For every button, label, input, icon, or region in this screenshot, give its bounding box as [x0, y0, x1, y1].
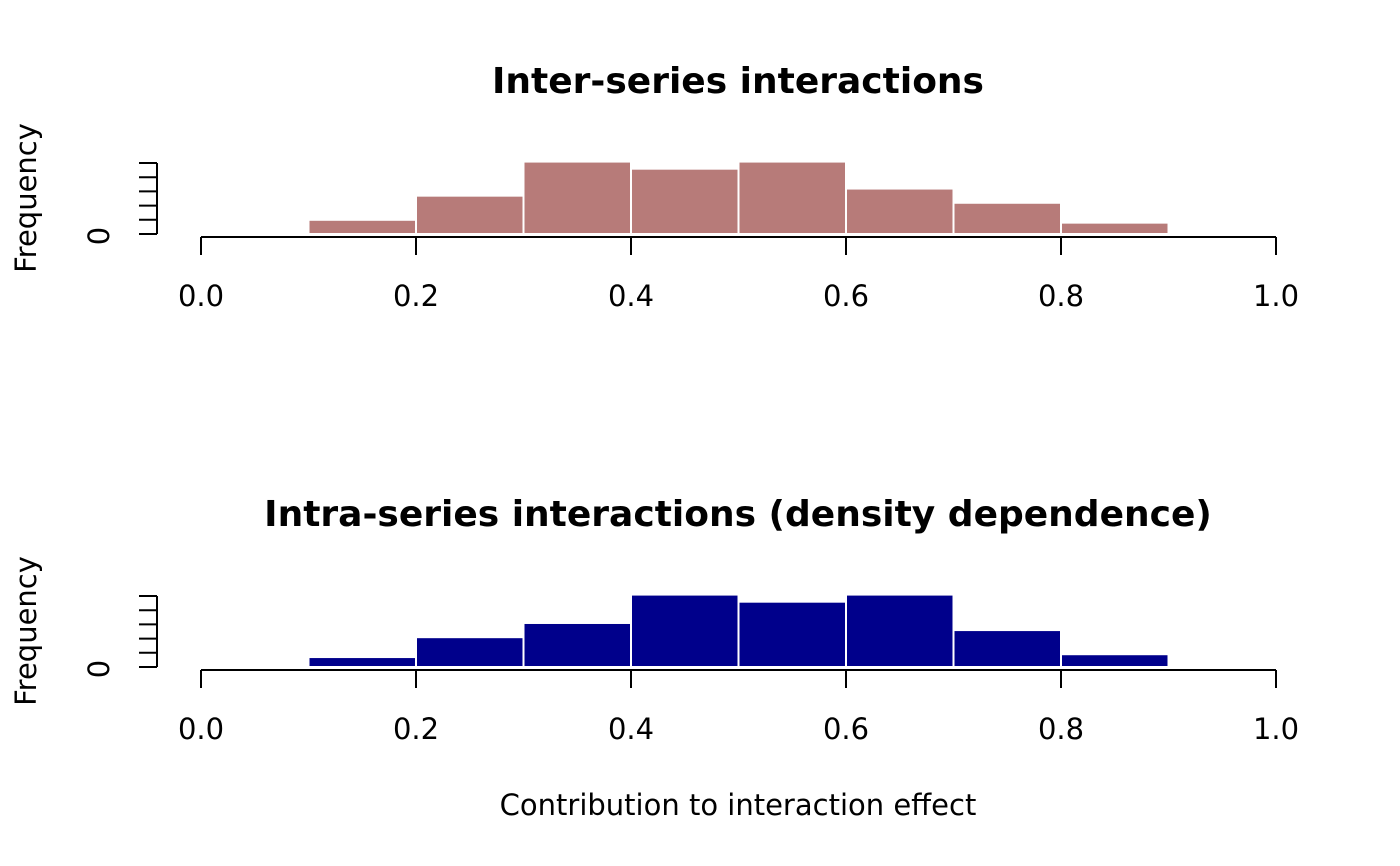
y-axis-label: Frequency — [9, 556, 43, 706]
intra-series-panel: Intra-series interactions (density depen… — [9, 494, 1299, 822]
histogram-bar — [630, 593, 740, 669]
bars — [200, 593, 1277, 669]
x-tick-label: 0.6 — [823, 279, 869, 313]
bars — [200, 160, 1277, 236]
histogram-bar — [1060, 221, 1170, 235]
histogram-bar — [307, 218, 417, 236]
histogram-bar — [1060, 653, 1170, 668]
histogram-bar — [845, 593, 955, 669]
histogram-bar — [952, 629, 1062, 669]
x-tick-label: 0.8 — [1038, 279, 1084, 313]
x-tick-label: 1.0 — [1253, 712, 1299, 746]
histogram-bar — [200, 232, 310, 235]
y-axis-label: Frequency — [9, 123, 43, 273]
histogram-bar — [737, 600, 847, 668]
histogram-bar — [415, 636, 525, 668]
histogram-bar — [737, 160, 847, 235]
x-tick-label: 0.2 — [393, 279, 439, 313]
histogram-bar — [415, 194, 525, 236]
x-tick-label: 1.0 — [1253, 279, 1299, 313]
x-tick-label: 0.8 — [1038, 712, 1084, 746]
inter-series-panel: Inter-series interactions Frequency 0.0 0… — [9, 61, 1299, 313]
histogram-bar — [522, 621, 632, 668]
histogram-bar — [952, 201, 1062, 235]
axes: 0.0 0.2 0.4 0.6 0.8 1.0 — [139, 595, 1299, 746]
x-tick-label: 0.6 — [823, 712, 869, 746]
chart-title: Intra-series interactions (density depen… — [264, 494, 1212, 535]
x-tick-label: 0.4 — [608, 279, 654, 313]
histogram-bar — [630, 167, 740, 235]
x-tick-label: 0.2 — [393, 712, 439, 746]
x-tick-label: 0.0 — [178, 712, 224, 746]
histogram-bar — [200, 665, 310, 668]
axes: 0.0 0.2 0.4 0.6 0.8 1.0 — [139, 162, 1299, 313]
histogram-bar — [522, 160, 632, 235]
y-tick-label: 0 — [82, 660, 116, 678]
y-tick-label: 0 — [82, 227, 116, 245]
histogram-bar — [1167, 232, 1277, 235]
histogram-bar — [1167, 665, 1277, 668]
histogram-bar — [845, 187, 955, 235]
x-tick-label: 0.0 — [178, 279, 224, 313]
chart-title: Inter-series interactions — [492, 61, 984, 102]
histogram-bar — [307, 656, 417, 668]
x-axis-label: Contribution to interaction effect — [500, 788, 977, 822]
x-tick-label: 0.4 — [608, 712, 654, 746]
